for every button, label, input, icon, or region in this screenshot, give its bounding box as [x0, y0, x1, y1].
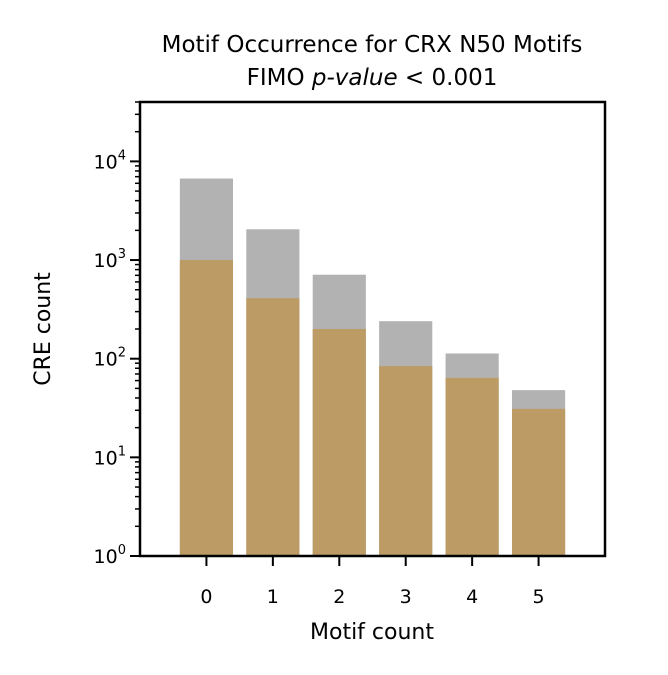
plot-frame: [138, 100, 607, 558]
y-tick-base: 10: [94, 349, 118, 371]
y-tick-label: 102: [94, 346, 126, 371]
y-tick-label: 103: [94, 247, 126, 272]
y-tick-label: 100: [94, 543, 126, 568]
chart-title-line1: Motif Occurrence for CRX N50 Motifs: [162, 32, 583, 58]
bar-series2-2: [312, 329, 366, 556]
x-tick-label: 1: [267, 586, 279, 608]
bar-series2-3: [379, 366, 433, 556]
y-tick-exponent: 0: [118, 543, 126, 558]
x-tick-label: 0: [200, 586, 212, 608]
chart-title-suffix: < 0.001: [398, 65, 498, 91]
y-tick-exponent: 2: [118, 346, 126, 361]
y-tick-exponent: 4: [118, 148, 126, 163]
y-axis-label: CRE count: [31, 272, 56, 386]
bar-series2-1: [246, 298, 300, 556]
bar-series2-4: [445, 377, 499, 556]
y-tick-base: 10: [94, 151, 118, 173]
x-tick-label: 4: [466, 586, 478, 608]
x-tick-label: 3: [400, 586, 412, 608]
y-tick-exponent: 3: [118, 247, 126, 262]
y-tick-base: 10: [94, 546, 118, 568]
x-tick-label: 5: [533, 586, 545, 608]
bars-group: [179, 178, 566, 557]
y-tick-base: 10: [94, 447, 118, 469]
chart-title-line2: FIMO p-value < 0.001: [247, 65, 498, 91]
x-tick-label: 2: [333, 586, 345, 608]
y-tick-base: 10: [94, 250, 118, 272]
y-tick-label: 104: [94, 148, 126, 173]
chart-title-italic: p-value: [311, 65, 398, 91]
y-tick-label: 101: [94, 444, 126, 469]
bar-series2-0: [179, 260, 233, 556]
chart-title-prefix: FIMO: [247, 65, 312, 91]
y-tick-exponent: 1: [118, 444, 126, 459]
x-axis-label: Motif count: [310, 620, 434, 645]
bar-series2-5: [512, 408, 566, 556]
x-axis-ticks: 0 1 2 3 4 5: [200, 556, 545, 608]
